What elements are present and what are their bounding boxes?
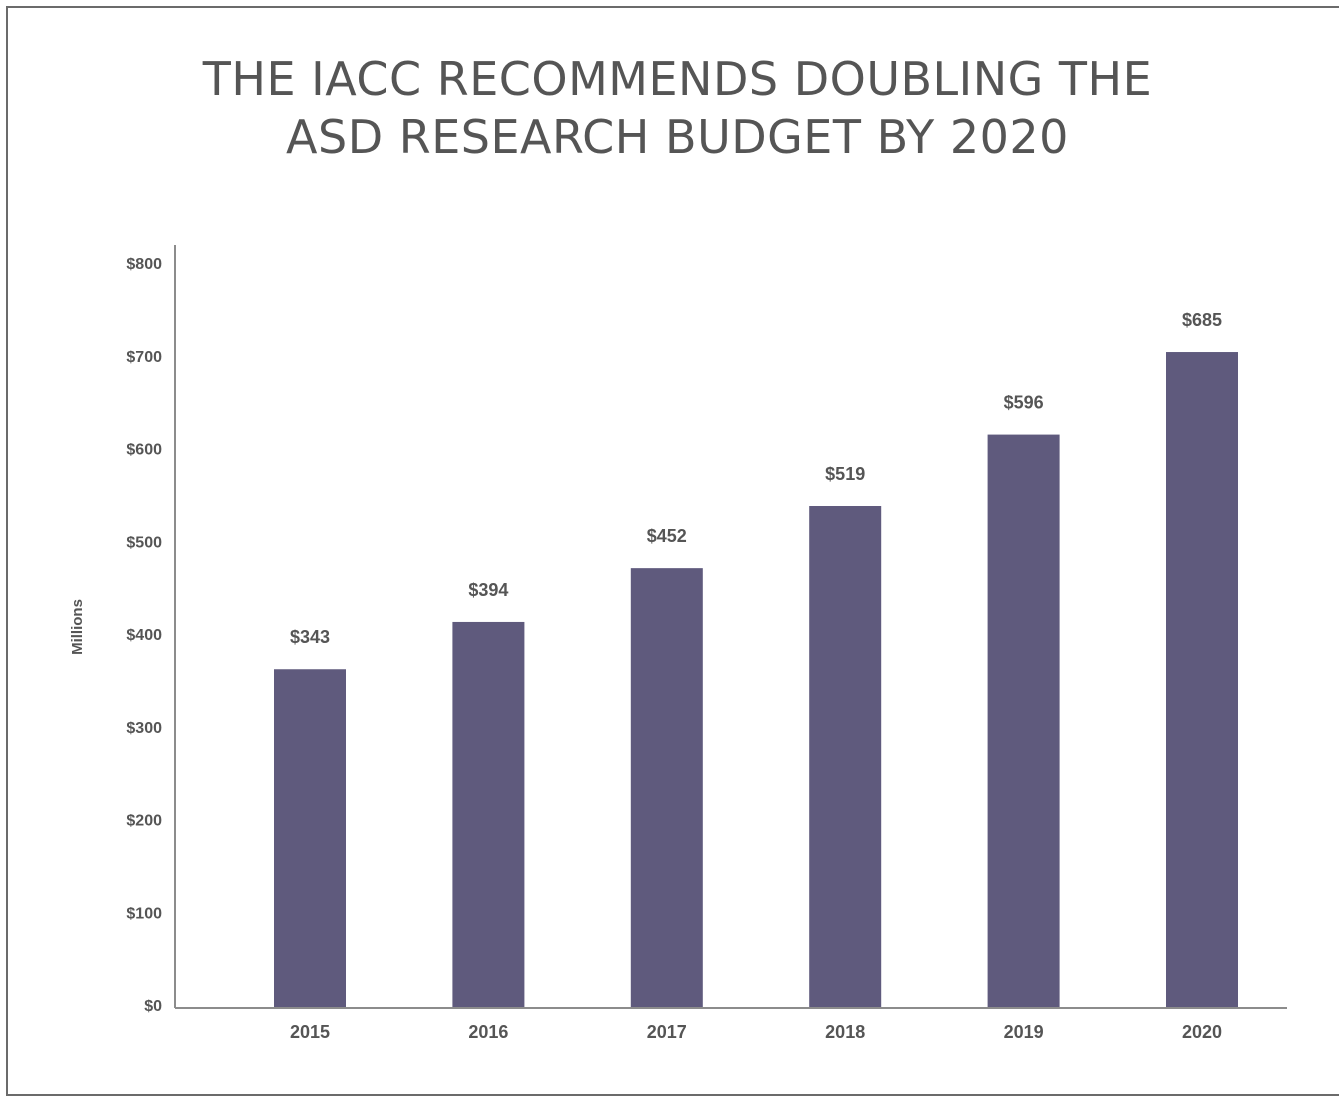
- y-tick-label: $300: [126, 720, 162, 737]
- x-tick-label: 2019: [1004, 1022, 1044, 1042]
- chart-title: THE IACC RECOMMENDS DOUBLING THE ASD RES…: [0, 50, 1339, 166]
- data-label-2015: $343: [290, 627, 330, 647]
- bar-2015: [274, 669, 346, 1008]
- x-axis-ticks: 2015 2016 2017 2018 2019 2020: [290, 1022, 1222, 1042]
- bar-2018: [809, 506, 882, 1008]
- bar-2016: [452, 621, 525, 1008]
- bars: [274, 352, 1238, 1008]
- x-tick-label: 2017: [647, 1022, 687, 1042]
- data-label-2016: $394: [468, 580, 508, 600]
- x-tick-label: 2020: [1182, 1022, 1222, 1042]
- x-tick-label: 2018: [825, 1022, 865, 1042]
- y-tick-label: $0: [144, 998, 162, 1015]
- bar-2017: [630, 568, 703, 1008]
- y-tick-label: $100: [126, 905, 162, 922]
- y-axis-ticks: $0 $100 $200 $300 $400 $500 $600 $700 $800: [126, 256, 162, 1015]
- data-label-2017: $452: [647, 526, 687, 546]
- x-tick-label: 2015: [290, 1022, 330, 1042]
- y-tick-label: $500: [126, 534, 162, 551]
- chart-title-line-2: ASD RESEARCH BUDGET BY 2020: [286, 110, 1069, 164]
- chart-title-line-1: THE IACC RECOMMENDS DOUBLING THE: [202, 52, 1153, 106]
- y-tick-label: $800: [126, 256, 162, 273]
- x-tick-label: 2016: [468, 1022, 508, 1042]
- y-tick-label: $400: [126, 627, 162, 644]
- data-label-2020: $685: [1182, 310, 1222, 330]
- y-tick-label: $600: [126, 442, 162, 459]
- y-axis-title: Millions: [69, 599, 86, 655]
- data-labels: $343 $394 $452 $519 $596 $685: [290, 310, 1222, 647]
- y-tick-label: $700: [126, 349, 162, 366]
- data-label-2019: $596: [1004, 393, 1044, 413]
- bar-2020: [1166, 352, 1238, 1008]
- data-label-2018: $519: [825, 464, 865, 484]
- y-tick-label: $200: [126, 813, 162, 830]
- bar-2019: [987, 434, 1060, 1008]
